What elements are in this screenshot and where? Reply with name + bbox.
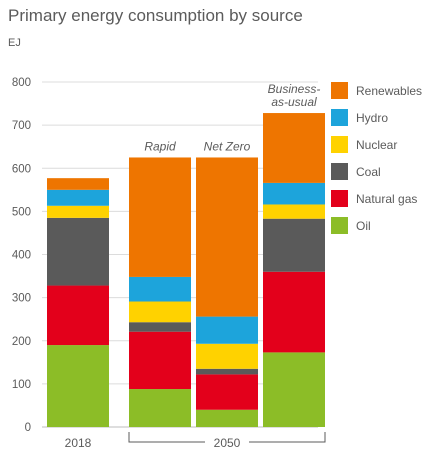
chart-title: Primary energy consumption by source [8, 6, 303, 25]
y-tick-label: 800 [12, 77, 31, 89]
scenario-label: as-usual [271, 95, 317, 109]
legend: Renewables Hydro Nuclear Coal Natural gas Oil [331, 82, 422, 234]
bar-segment-renewables [47, 178, 109, 190]
y-tick-label: 0 [25, 422, 31, 434]
bar-segment-natural-gas [263, 271, 325, 353]
legend-swatch [331, 136, 348, 153]
bar-segment-nuclear [129, 301, 191, 323]
bar-segment-hydro [129, 276, 191, 302]
legend-label: Coal [356, 165, 381, 179]
bar-stacks: Rapid Net Zero Business-as-usual [47, 82, 325, 427]
bar-segment-coal [196, 368, 258, 375]
bar-segment-renewables [263, 113, 325, 183]
y-tick-label: 400 [12, 250, 31, 262]
legend-swatch [331, 109, 348, 126]
legend-label: Natural gas [356, 192, 417, 206]
bar-segment-oil [47, 345, 109, 427]
x-group-label: 2050 [214, 436, 241, 450]
legend-label: Nuclear [356, 138, 397, 152]
bar-segment-coal [263, 218, 325, 272]
x-category-label: 2018 [65, 436, 92, 450]
legend-swatch [331, 82, 348, 99]
y-tick-label: 200 [12, 336, 31, 348]
y-tick-label: 600 [12, 163, 31, 175]
bar-segment-natural-gas [196, 374, 258, 410]
y-tick-label: 100 [12, 379, 31, 391]
bar-segment-natural-gas [129, 331, 191, 390]
bar-segment-hydro [47, 189, 109, 206]
bar-segment-oil [263, 352, 325, 427]
bar-segment-natural-gas [47, 285, 109, 346]
bar-segment-hydro [196, 316, 258, 344]
y-tick-label: 500 [12, 206, 31, 218]
legend-swatch [331, 217, 348, 234]
bar-segment-nuclear [47, 205, 109, 218]
scenario-label: Net Zero [204, 139, 251, 153]
y-tick-label: 300 [12, 293, 31, 305]
bar-segment-oil [196, 409, 258, 427]
bar-segment-nuclear [196, 343, 258, 369]
legend-label: Oil [356, 219, 371, 233]
bar-segment-coal [129, 322, 191, 332]
y-axis-unit: EJ [8, 37, 21, 49]
y-tick-label: 700 [12, 120, 31, 132]
x-axis: 2018 2050 [65, 432, 326, 450]
bar-segment-hydro [263, 182, 325, 205]
bar-segment-nuclear [263, 204, 325, 219]
bar-segment-renewables [196, 157, 258, 317]
bar-segment-coal [47, 217, 109, 286]
legend-swatch [331, 190, 348, 207]
bar-segment-oil [129, 389, 191, 427]
scenario-label: Business- [268, 82, 321, 96]
scenario-label: Rapid [144, 139, 176, 153]
x-group-label-bg [205, 436, 249, 450]
legend-label: Hydro [356, 111, 388, 125]
legend-swatch [331, 163, 348, 180]
bar-segment-renewables [129, 157, 191, 277]
legend-label: Renewables [356, 84, 422, 98]
